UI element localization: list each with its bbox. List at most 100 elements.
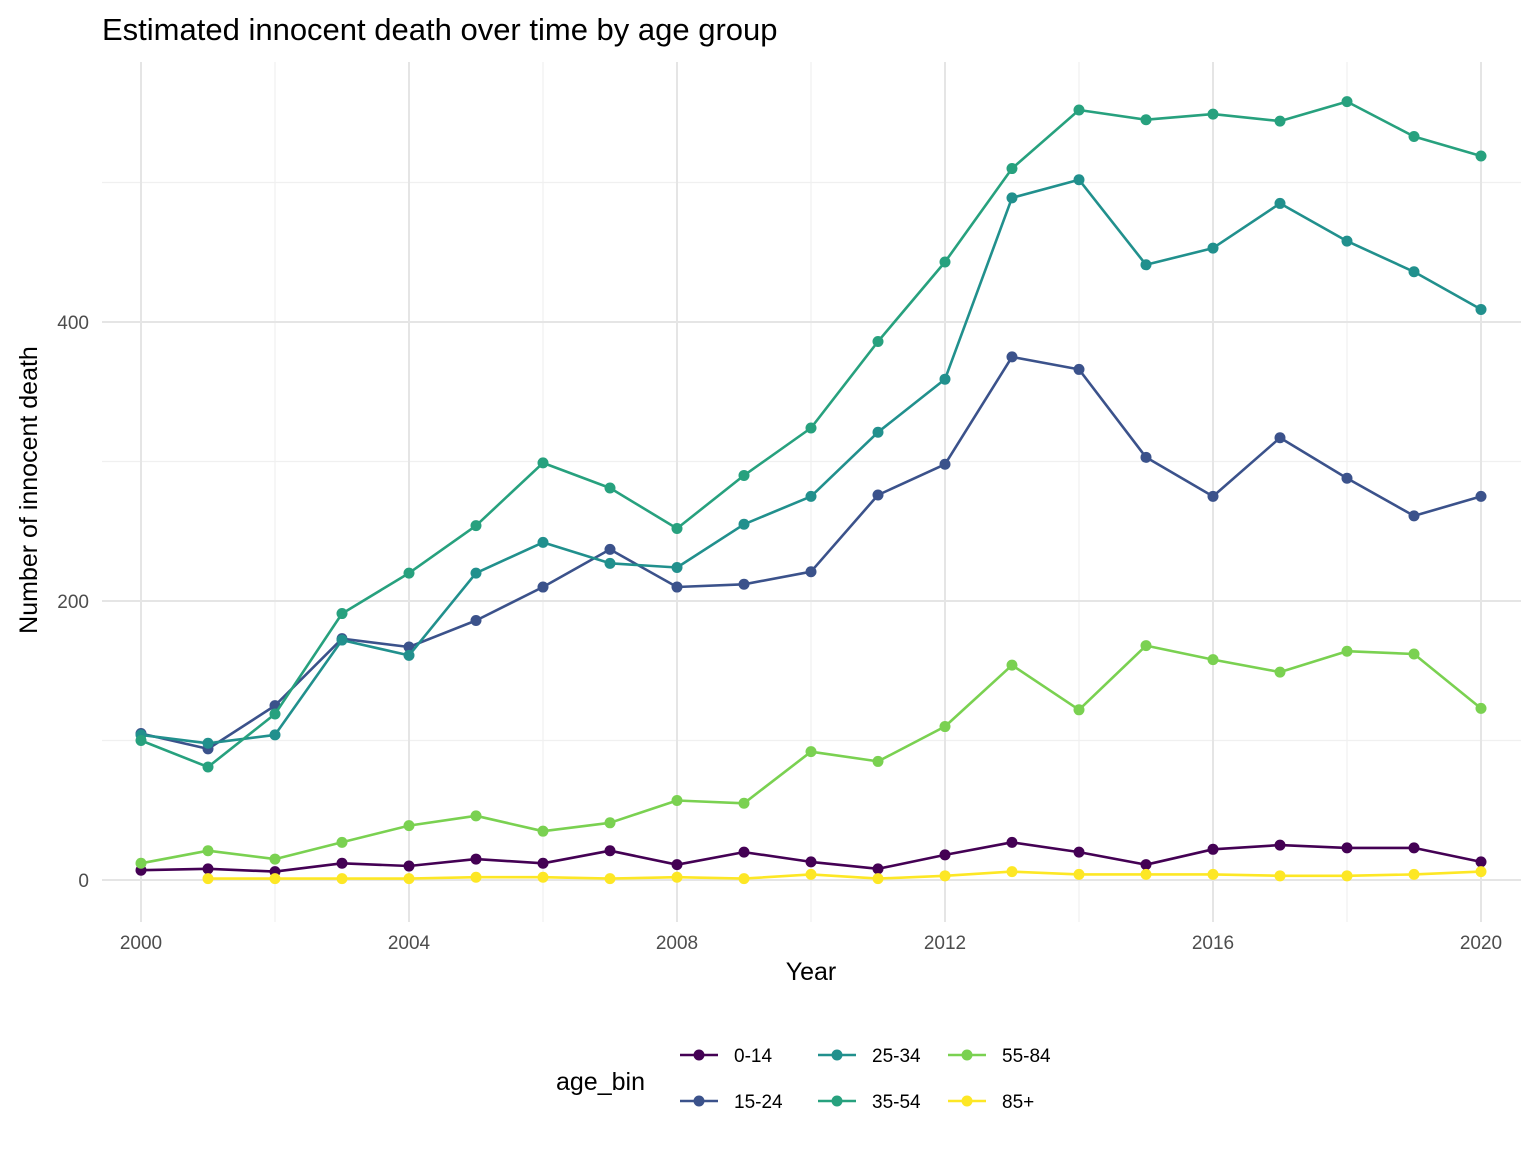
data-point	[470, 871, 482, 883]
data-point	[1073, 846, 1085, 858]
data-point	[872, 489, 884, 501]
x-tick-label: 2020	[1460, 933, 1502, 954]
data-point	[1475, 150, 1487, 162]
data-point	[939, 870, 951, 882]
data-point	[805, 566, 817, 578]
data-point	[805, 490, 817, 502]
legend-label: 55-84	[1002, 1046, 1051, 1067]
data-point	[269, 729, 281, 741]
data-point	[1341, 472, 1353, 484]
legend-item-85+: 85+	[948, 1092, 1034, 1113]
data-point	[1475, 702, 1487, 714]
data-point	[939, 849, 951, 861]
data-point	[604, 543, 616, 555]
axis-ticks: 2000 2004 2008 2012 2016 2020 0 200 400	[57, 313, 1502, 954]
data-point	[1274, 197, 1286, 209]
legend-label: 35-54	[872, 1092, 921, 1113]
data-point	[470, 853, 482, 865]
data-point	[1341, 842, 1353, 854]
data-point	[1475, 303, 1487, 315]
series-85+	[202, 866, 1487, 885]
data-point	[1140, 640, 1152, 652]
data-point	[403, 860, 415, 872]
data-point	[872, 873, 884, 885]
data-point	[336, 836, 348, 848]
data-point	[872, 863, 884, 875]
x-tick-label: 2016	[1192, 933, 1234, 954]
data-point	[1341, 870, 1353, 882]
data-point	[537, 581, 549, 593]
data-point	[1408, 842, 1420, 854]
data-point	[202, 845, 214, 857]
data-point	[1341, 645, 1353, 657]
data-point	[939, 721, 951, 733]
data-point	[738, 846, 750, 858]
data-point	[604, 557, 616, 569]
legend-label: 25-34	[872, 1046, 921, 1067]
data-point	[738, 797, 750, 809]
data-point	[269, 708, 281, 720]
data-point	[1274, 115, 1286, 127]
data-point	[470, 615, 482, 627]
data-point	[269, 873, 281, 885]
data-point	[1274, 870, 1286, 882]
data-point	[403, 873, 415, 885]
legend-key-point	[693, 1049, 705, 1061]
data-point	[1006, 192, 1018, 204]
legend-item-35-54: 35-54	[818, 1092, 921, 1113]
legend-label: 15-24	[734, 1092, 783, 1113]
data-point	[1475, 866, 1487, 878]
data-point	[604, 817, 616, 829]
data-point	[872, 755, 884, 767]
data-point	[336, 857, 348, 869]
data-point	[1207, 868, 1219, 880]
data-point	[671, 794, 683, 806]
chart-title: Estimated innocent death over time by ag…	[102, 12, 778, 47]
data-point	[202, 761, 214, 773]
data-point	[336, 873, 348, 885]
y-axis-label: Number of innocent death	[15, 346, 43, 634]
series-25-34	[135, 174, 1487, 749]
data-point	[1475, 856, 1487, 868]
series-line	[208, 870, 1482, 880]
data-point	[1408, 648, 1420, 660]
legend-title: age_bin	[556, 1068, 645, 1096]
data-point	[1274, 839, 1286, 851]
data-point	[805, 746, 817, 758]
data-point	[1006, 351, 1018, 363]
data-point	[1341, 96, 1353, 108]
data-point	[1006, 866, 1018, 878]
data-point	[269, 853, 281, 865]
data-point	[1408, 868, 1420, 880]
data-point	[1140, 259, 1152, 271]
data-point	[738, 518, 750, 530]
data-point	[604, 482, 616, 494]
data-point	[537, 871, 549, 883]
data-point	[1408, 510, 1420, 522]
data-point	[470, 810, 482, 822]
data-point	[738, 578, 750, 590]
legend-label: 0-14	[734, 1046, 772, 1067]
data-point	[1408, 130, 1420, 142]
data-point	[470, 567, 482, 579]
data-point	[537, 536, 549, 548]
legend-key-point	[961, 1049, 973, 1061]
data-point	[1073, 363, 1085, 375]
data-point	[1073, 704, 1085, 716]
legend-item-0-14: 0-14	[680, 1046, 772, 1067]
data-point	[1006, 659, 1018, 671]
legend-item-25-34: 25-34	[818, 1046, 921, 1067]
series-35-54	[135, 96, 1487, 773]
data-point	[537, 457, 549, 469]
data-point	[1073, 104, 1085, 116]
legend-key-point	[831, 1049, 843, 1061]
data-point	[1207, 242, 1219, 254]
data-point	[939, 458, 951, 470]
data-point	[403, 641, 415, 653]
data-point	[537, 825, 549, 837]
x-tick-label: 2012	[924, 933, 966, 954]
x-tick-label: 2008	[656, 933, 698, 954]
series-lines	[135, 96, 1487, 885]
